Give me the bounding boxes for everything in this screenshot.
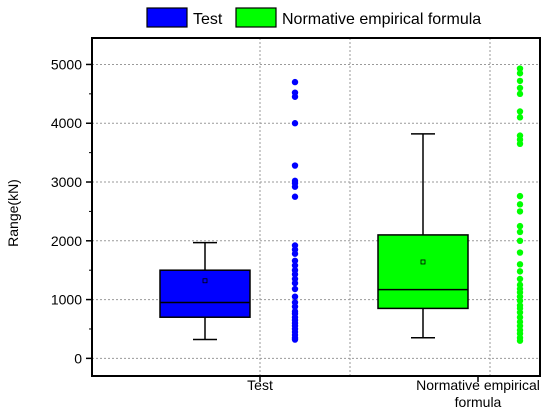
gridlines — [92, 38, 540, 376]
data-point — [291, 271, 299, 278]
x-tick-label-line: Test — [247, 377, 273, 393]
box-body — [377, 234, 469, 310]
data-point — [516, 237, 524, 244]
data-point — [516, 84, 524, 92]
data-point — [516, 208, 524, 215]
data-point — [291, 303, 299, 310]
data-point — [516, 140, 524, 148]
data-point — [516, 201, 524, 208]
box-body — [159, 269, 251, 318]
legend-label: Test — [193, 11, 223, 28]
data-point — [291, 336, 299, 343]
plot-frame — [91, 37, 541, 377]
data-point — [516, 275, 524, 283]
x-tick-label: Test — [247, 377, 273, 393]
data-point — [291, 293, 299, 300]
data-point — [516, 65, 524, 72]
x-tick-label: Normative empirical formula — [416, 377, 540, 410]
y-tick-label: 2000 — [51, 233, 82, 249]
data-point — [516, 309, 524, 316]
data-point — [516, 192, 524, 200]
data-point — [291, 183, 299, 190]
data-point — [516, 261, 524, 268]
data-point — [516, 268, 524, 275]
y-tick-label: 1000 — [51, 292, 82, 308]
data-point — [516, 90, 524, 98]
data-point — [291, 262, 299, 269]
y-tick-label: 3000 — [51, 174, 82, 190]
y-tick-label: 4000 — [51, 115, 82, 131]
data-point — [516, 70, 524, 77]
data-point — [516, 114, 524, 121]
data-point — [516, 249, 524, 256]
x-tick-label-line: formula — [455, 394, 502, 410]
data-point — [516, 314, 524, 321]
box-plots — [159, 133, 469, 341]
data-points — [291, 65, 524, 344]
data-point — [291, 120, 299, 127]
data-point — [291, 78, 299, 86]
box-2 — [377, 133, 469, 339]
data-point — [291, 257, 299, 264]
data-point — [291, 250, 299, 257]
data-point — [291, 279, 299, 287]
data-point — [516, 108, 524, 115]
x-axis: Test Normative empirical formula — [247, 376, 540, 410]
data-point — [516, 222, 524, 230]
data-point — [291, 193, 299, 200]
x-tick-label-line: Normative empirical — [416, 377, 540, 393]
box-1 — [159, 241, 251, 341]
legend-swatch — [146, 7, 188, 28]
data-point — [291, 285, 299, 293]
y-tick-label: 0 — [74, 350, 82, 366]
data-point — [516, 77, 524, 85]
y-axis-label: Range(kN) — [5, 179, 21, 247]
data-point — [291, 93, 299, 100]
legend: Test Normative empirical formula — [146, 7, 481, 28]
mean-marker — [420, 259, 426, 265]
legend-swatch — [235, 7, 277, 28]
y-axis: 0 1000 2000 3000 4000 5000 — [51, 56, 92, 366]
mean-marker — [202, 278, 208, 284]
data-point — [516, 228, 524, 236]
y-tick-label: 5000 — [51, 56, 82, 72]
data-point — [516, 337, 524, 344]
data-point — [516, 297, 524, 304]
legend-label: Normative empirical formula — [282, 11, 481, 28]
data-point — [291, 162, 299, 169]
